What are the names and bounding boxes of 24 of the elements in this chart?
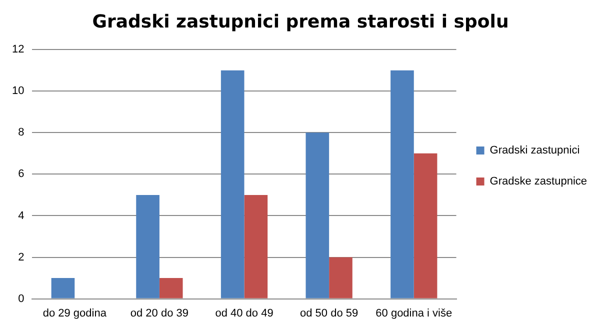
bar <box>329 257 352 298</box>
y-tick-label: 0 <box>18 292 24 305</box>
y-tick-label: 2 <box>18 251 24 264</box>
legend-label: Gradski zastupnici <box>490 144 580 157</box>
bar <box>390 70 414 298</box>
x-tick-label: do 29 godina <box>42 307 108 320</box>
chart-title: Gradski zastupnici prema starosti i spolu <box>92 11 509 32</box>
x-tick-label: od 20 do 39 <box>130 307 189 320</box>
bar <box>159 278 183 298</box>
x-tick-label: od 40 do 49 <box>215 307 274 320</box>
bar <box>136 194 160 298</box>
bar <box>414 153 438 298</box>
x-tick-label: od 50 do 59 <box>300 307 358 320</box>
y-tick-label: 6 <box>18 168 24 180</box>
bar <box>306 132 330 298</box>
bar <box>244 194 268 298</box>
y-tick-label: 8 <box>18 126 24 139</box>
x-tick-label: 60 godina i više <box>376 307 452 320</box>
y-tick-label: 10 <box>12 85 24 98</box>
y-tick-label: 12 <box>12 44 24 56</box>
bar <box>51 278 75 298</box>
bar <box>220 70 244 298</box>
legend-label: Gradske zastupnice <box>490 176 587 188</box>
y-tick-label: 4 <box>18 210 24 222</box>
